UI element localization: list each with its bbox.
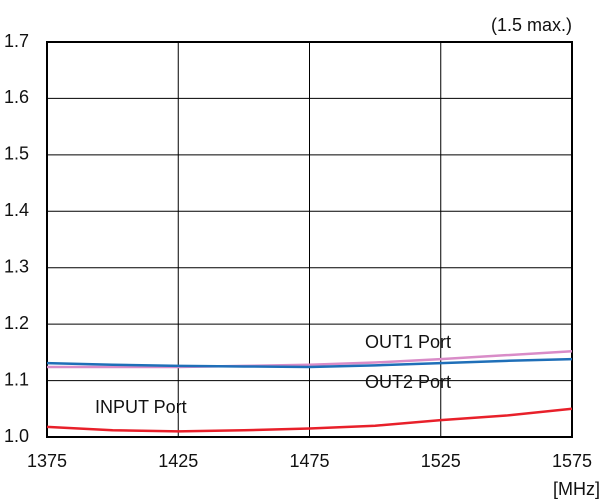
y-tick-label: 1.6 <box>4 87 29 107</box>
x-tick-label: 1475 <box>289 451 329 471</box>
plot-border <box>46 41 573 438</box>
series-line <box>46 407 573 433</box>
x-tick-label: 1525 <box>421 451 461 471</box>
y-tick-label: 1.5 <box>4 144 29 164</box>
x-tick-label: 1375 <box>27 451 67 471</box>
y-tick-label: 1.1 <box>4 369 29 389</box>
series-label: OUT2 Port <box>365 372 451 392</box>
series-label: OUT1 Port <box>365 332 451 352</box>
y-tick-label: 1.0 <box>4 426 29 446</box>
x-axis-label: [MHz] <box>553 479 600 499</box>
series-line <box>46 357 573 369</box>
x-tick-label: 1425 <box>158 451 198 471</box>
y-tick-label: 1.4 <box>4 200 29 220</box>
y-tick-label: 1.3 <box>4 256 29 276</box>
y-tick-label: 1.2 <box>4 313 29 333</box>
annotation: (1.5 max.) <box>491 15 572 35</box>
x-tick-label: 1575 <box>552 451 592 471</box>
y-tick-label: 1.7 <box>4 31 29 51</box>
series-label: INPUT Port <box>95 397 187 417</box>
series-line <box>47 349 573 369</box>
